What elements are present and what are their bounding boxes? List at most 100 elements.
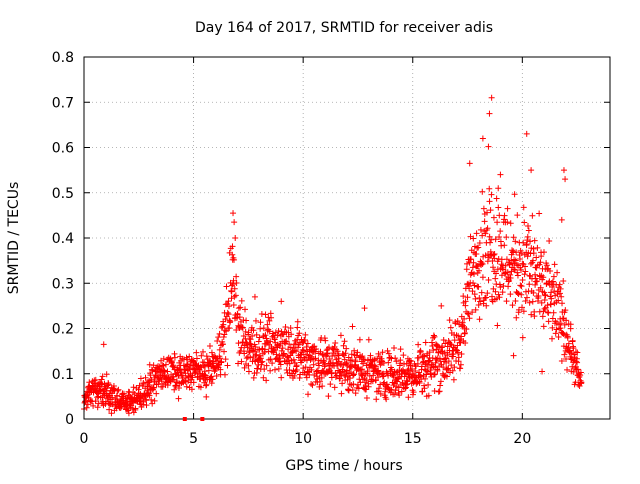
data-point [217, 355, 224, 362]
x-axis-label: GPS time / hours [285, 458, 402, 474]
data-point [187, 362, 194, 369]
data-point [291, 372, 298, 379]
data-point [241, 364, 248, 371]
data-point [502, 262, 509, 269]
data-point [125, 410, 132, 417]
x-tick-label: 20 [513, 431, 531, 447]
data-point [434, 367, 441, 374]
data-point [542, 291, 549, 298]
data-point [554, 269, 561, 276]
data-point [577, 369, 584, 376]
data-point [420, 372, 427, 379]
data-point [445, 365, 452, 372]
data-point [457, 365, 464, 372]
data-point [479, 188, 486, 195]
data-point [560, 167, 567, 174]
data-point [421, 353, 428, 360]
data-point [540, 249, 547, 256]
data-point [331, 384, 338, 391]
data-point [255, 356, 262, 363]
data-point [147, 372, 154, 379]
data-point [339, 368, 346, 375]
data-point [325, 393, 332, 400]
data-point [341, 338, 348, 345]
data-point [541, 297, 548, 304]
data-point [379, 349, 386, 356]
data-point [345, 387, 352, 394]
data-point [83, 404, 90, 411]
data-point [301, 337, 308, 343]
data-point [350, 371, 357, 378]
data-point [345, 354, 352, 361]
data-point [258, 361, 265, 368]
data-point [473, 250, 480, 257]
data-point [288, 331, 295, 338]
data-point [477, 298, 484, 305]
data-point [98, 376, 105, 383]
data-point [446, 317, 453, 324]
data-point [390, 373, 397, 380]
data-point [117, 404, 124, 411]
data-point [328, 374, 335, 381]
data-point [450, 376, 457, 383]
data-point [550, 309, 557, 316]
data-point [306, 352, 313, 359]
data-point [457, 361, 464, 368]
data-point [224, 309, 231, 316]
data-point [527, 238, 534, 245]
data-point [448, 362, 455, 369]
data-point [229, 243, 236, 250]
data-point [518, 283, 525, 290]
y-tick-label: 0.1 [52, 367, 74, 383]
data-point [549, 315, 556, 322]
data-point [280, 350, 287, 357]
data-point [349, 387, 356, 394]
data-point [392, 387, 399, 394]
data-point [353, 352, 360, 359]
data-point [470, 259, 477, 266]
data-point [298, 351, 305, 358]
x-tick-label: 15 [404, 431, 422, 447]
data-point [507, 275, 514, 282]
data-point [101, 380, 108, 387]
data-point [410, 389, 417, 396]
data-point [540, 274, 547, 281]
data-point [239, 324, 246, 331]
data-point [99, 373, 106, 380]
data-point [280, 351, 287, 358]
data-point [496, 281, 503, 288]
data-point [264, 321, 271, 328]
data-point [82, 398, 89, 405]
data-point [482, 230, 489, 237]
data-point [316, 383, 323, 390]
data-point [454, 349, 461, 356]
data-point [495, 291, 502, 298]
data-point [221, 331, 228, 338]
data-point [277, 358, 284, 365]
data-point [217, 366, 224, 373]
data-point [146, 382, 153, 389]
data-point [150, 362, 157, 369]
data-point [251, 348, 258, 355]
data-point [222, 356, 229, 363]
data-point [190, 379, 197, 386]
data-point [431, 388, 438, 395]
data-point [294, 318, 301, 325]
data-point [518, 291, 525, 298]
data-point [352, 390, 359, 397]
data-point [232, 292, 239, 299]
data-point [231, 285, 238, 292]
data-point [146, 392, 153, 399]
data-point [472, 295, 479, 302]
data-point [153, 390, 160, 397]
data-point [256, 334, 263, 341]
data-point [228, 287, 235, 294]
data-point [565, 340, 572, 347]
data-point [454, 317, 461, 324]
y-tick-label: 0.8 [52, 50, 74, 66]
data-point [558, 293, 565, 300]
data-point [149, 367, 156, 374]
data-point [261, 346, 268, 353]
data-point [278, 374, 285, 381]
data-point [556, 290, 563, 297]
